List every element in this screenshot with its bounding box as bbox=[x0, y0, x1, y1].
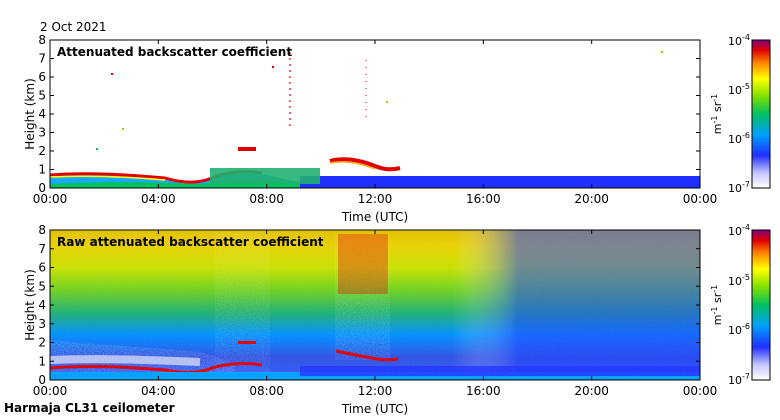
panel-bottom: Raw attenuated backscatter coefficient 0… bbox=[23, 223, 771, 416]
x-tick-label: 00:00 bbox=[33, 192, 68, 206]
panel-top: Attenuated backscatter coefficient 0 1 2 3 4… bbox=[23, 33, 771, 224]
colorbar-top: 10-4 10-5 10-6 10-7 m-1 sr-1 bbox=[710, 33, 771, 195]
y-tick-label: 1 bbox=[38, 163, 46, 177]
x-axis-label-top: Time (UTC) bbox=[341, 210, 408, 224]
x-tick-label: 16:00 bbox=[466, 384, 501, 398]
colorbar-bottom-unit: m-1 sr-1 bbox=[710, 285, 724, 325]
x-tick-label: 04:00 bbox=[141, 192, 176, 206]
x-tick-label: 20:00 bbox=[574, 384, 609, 398]
y-tick-label: 0 bbox=[38, 181, 46, 195]
colorbar-bottom-tick-7: 10-7 bbox=[728, 372, 750, 387]
colorbar-top-tick-4: 10-4 bbox=[728, 33, 750, 48]
cloud-layer-1 bbox=[238, 147, 256, 151]
y-tick-label: 5 bbox=[38, 279, 46, 293]
colorbar-bottom-tick-5: 10-5 bbox=[728, 273, 750, 288]
y-tick-label: 8 bbox=[38, 33, 46, 47]
colorbar-bottom-tick-4: 10-4 bbox=[728, 223, 750, 238]
colorbar-bottom-tick-6: 10-6 bbox=[728, 322, 750, 337]
x-tick-label: 08:00 bbox=[249, 192, 284, 206]
y-axis-top: 0 1 2 3 4 5 6 7 8 bbox=[38, 33, 700, 195]
y-axis-bottom: 0 1 2 3 4 5 6 7 8 bbox=[38, 223, 700, 387]
heatmap-bottom bbox=[50, 230, 700, 380]
y-tick-label: 2 bbox=[38, 336, 46, 350]
heatmap-top bbox=[50, 51, 700, 188]
instrument-label: Harmaja CL31 ceilometer bbox=[4, 401, 175, 415]
y-tick-label: 6 bbox=[38, 261, 46, 275]
colorbar-bottom: 10-4 10-5 10-6 10-7 m-1 sr-1 bbox=[710, 223, 771, 387]
y-tick-label: 6 bbox=[38, 70, 46, 84]
y-axis-label-bottom: Height (km) bbox=[23, 269, 37, 340]
x-axis-bottom: 00:00 04:00 08:00 12:00 16:00 20:00 00:00 bbox=[33, 230, 718, 398]
y-tick-label: 2 bbox=[38, 144, 46, 158]
y-tick-label: 0 bbox=[38, 373, 46, 387]
x-axis-top: 00:00 04:00 08:00 12:00 16:00 20:00 00:00 bbox=[33, 40, 718, 206]
x-tick-label: 16:00 bbox=[466, 192, 501, 206]
x-axis-label-bottom: Time (UTC) bbox=[341, 402, 408, 416]
y-tick-label: 7 bbox=[38, 242, 46, 256]
x-tick-label: 12:00 bbox=[358, 384, 393, 398]
panel-title-top: Attenuated backscatter coefficient bbox=[57, 45, 292, 59]
colorbar-top-tick-7: 10-7 bbox=[728, 180, 750, 195]
y-tick-label: 8 bbox=[38, 223, 46, 237]
y-tick-label: 5 bbox=[38, 89, 46, 103]
y-tick-label: 7 bbox=[38, 52, 46, 66]
y-tick-label: 3 bbox=[38, 126, 46, 140]
y-axis-label-top: Height (km) bbox=[23, 78, 37, 149]
colorbar-top-tick-5: 10-5 bbox=[728, 82, 750, 97]
panel-title-bottom: Raw attenuated backscatter coefficient bbox=[57, 235, 324, 249]
x-tick-label: 12:00 bbox=[358, 192, 393, 206]
y-tick-label: 1 bbox=[38, 354, 46, 368]
y-tick-label: 4 bbox=[38, 107, 46, 121]
x-tick-label: 00:00 bbox=[683, 384, 718, 398]
date-label: 2 Oct 2021 bbox=[40, 20, 107, 34]
x-tick-label: 04:00 bbox=[141, 384, 176, 398]
x-tick-label: 00:00 bbox=[33, 384, 68, 398]
colorbar-top-unit: m-1 sr-1 bbox=[710, 94, 724, 134]
y-tick-label: 3 bbox=[38, 317, 46, 331]
y-tick-label: 4 bbox=[38, 298, 46, 312]
x-tick-label: 08:00 bbox=[249, 384, 284, 398]
x-tick-label: 20:00 bbox=[574, 192, 609, 206]
x-tick-label: 00:00 bbox=[683, 192, 718, 206]
colorbar-top-tick-6: 10-6 bbox=[728, 131, 750, 146]
